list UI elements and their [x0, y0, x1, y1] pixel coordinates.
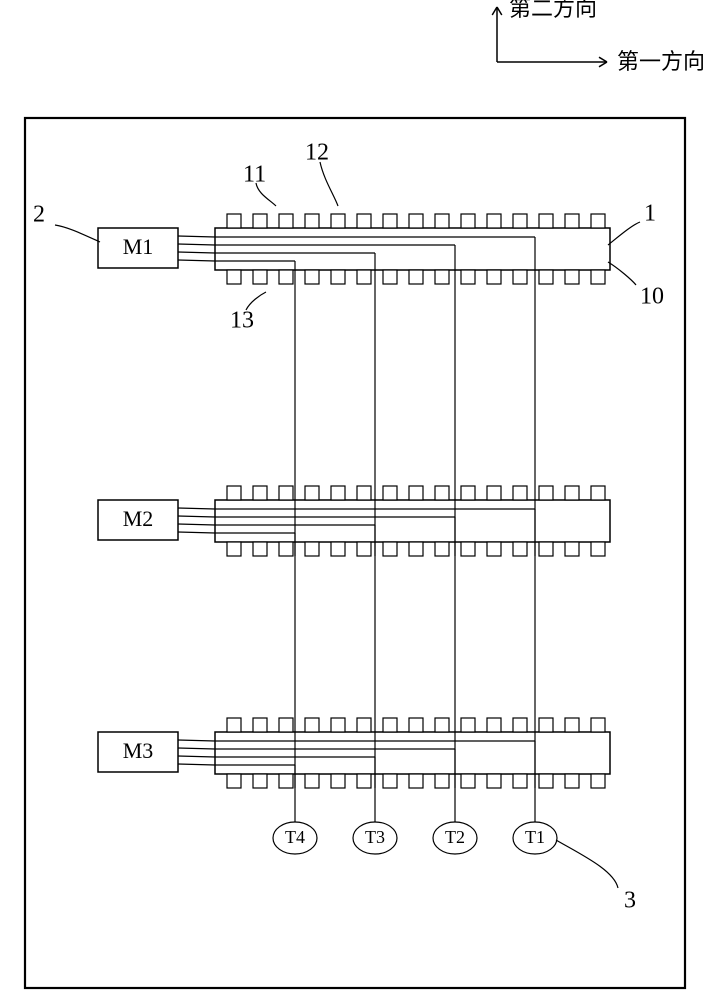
callout-label-2: 2	[33, 202, 45, 228]
callout-11: 11	[243, 162, 276, 207]
terminal-T3: T3	[353, 822, 397, 854]
diagram-canvas: 第一方向 第二方向 M1 M2 M3 T4 T3 T2 T1 2 11 12 1 10 13 3	[0, 0, 710, 1000]
module-M3: M3	[98, 732, 178, 772]
callout-3: 3	[556, 840, 636, 914]
callout-label-1: 1	[644, 201, 656, 227]
module-label-M2: M2	[123, 506, 154, 531]
terminal-T1: T1	[513, 822, 557, 854]
memory-block-2	[215, 486, 610, 556]
callout-12: 12	[305, 140, 338, 207]
module-M2: M2	[98, 500, 178, 540]
axis-label-1: 第一方向	[617, 49, 705, 74]
terminal-label-T1: T1	[525, 827, 545, 847]
terminal-label-T3: T3	[365, 827, 385, 847]
module-M1: M1	[98, 228, 178, 268]
memory-block-1	[215, 214, 610, 284]
callout-label-3: 3	[624, 888, 636, 914]
callout-label-11: 11	[243, 162, 266, 188]
terminal-T2: T2	[433, 822, 477, 854]
callout-1: 1	[608, 201, 656, 246]
memory-block-3	[215, 718, 610, 788]
callout-label-12: 12	[305, 140, 329, 166]
callout-13: 13	[230, 292, 266, 334]
axis-label-2: 第二方向	[509, 0, 597, 21]
memory-body-3	[215, 732, 610, 774]
terminal-label-T4: T4	[285, 827, 305, 847]
terminal-T4: T4	[273, 822, 317, 854]
callout-2: 2	[33, 202, 100, 243]
module-label-M1: M1	[123, 234, 154, 259]
memory-body-2	[215, 500, 610, 542]
axis: 第一方向 第二方向	[492, 0, 705, 74]
terminal-label-T2: T2	[445, 827, 465, 847]
callout-label-13: 13	[230, 308, 254, 334]
memory-body-1	[215, 228, 610, 270]
callout-label-10: 10	[640, 284, 664, 310]
callout-10: 10	[608, 262, 664, 310]
module-label-M3: M3	[123, 738, 154, 763]
